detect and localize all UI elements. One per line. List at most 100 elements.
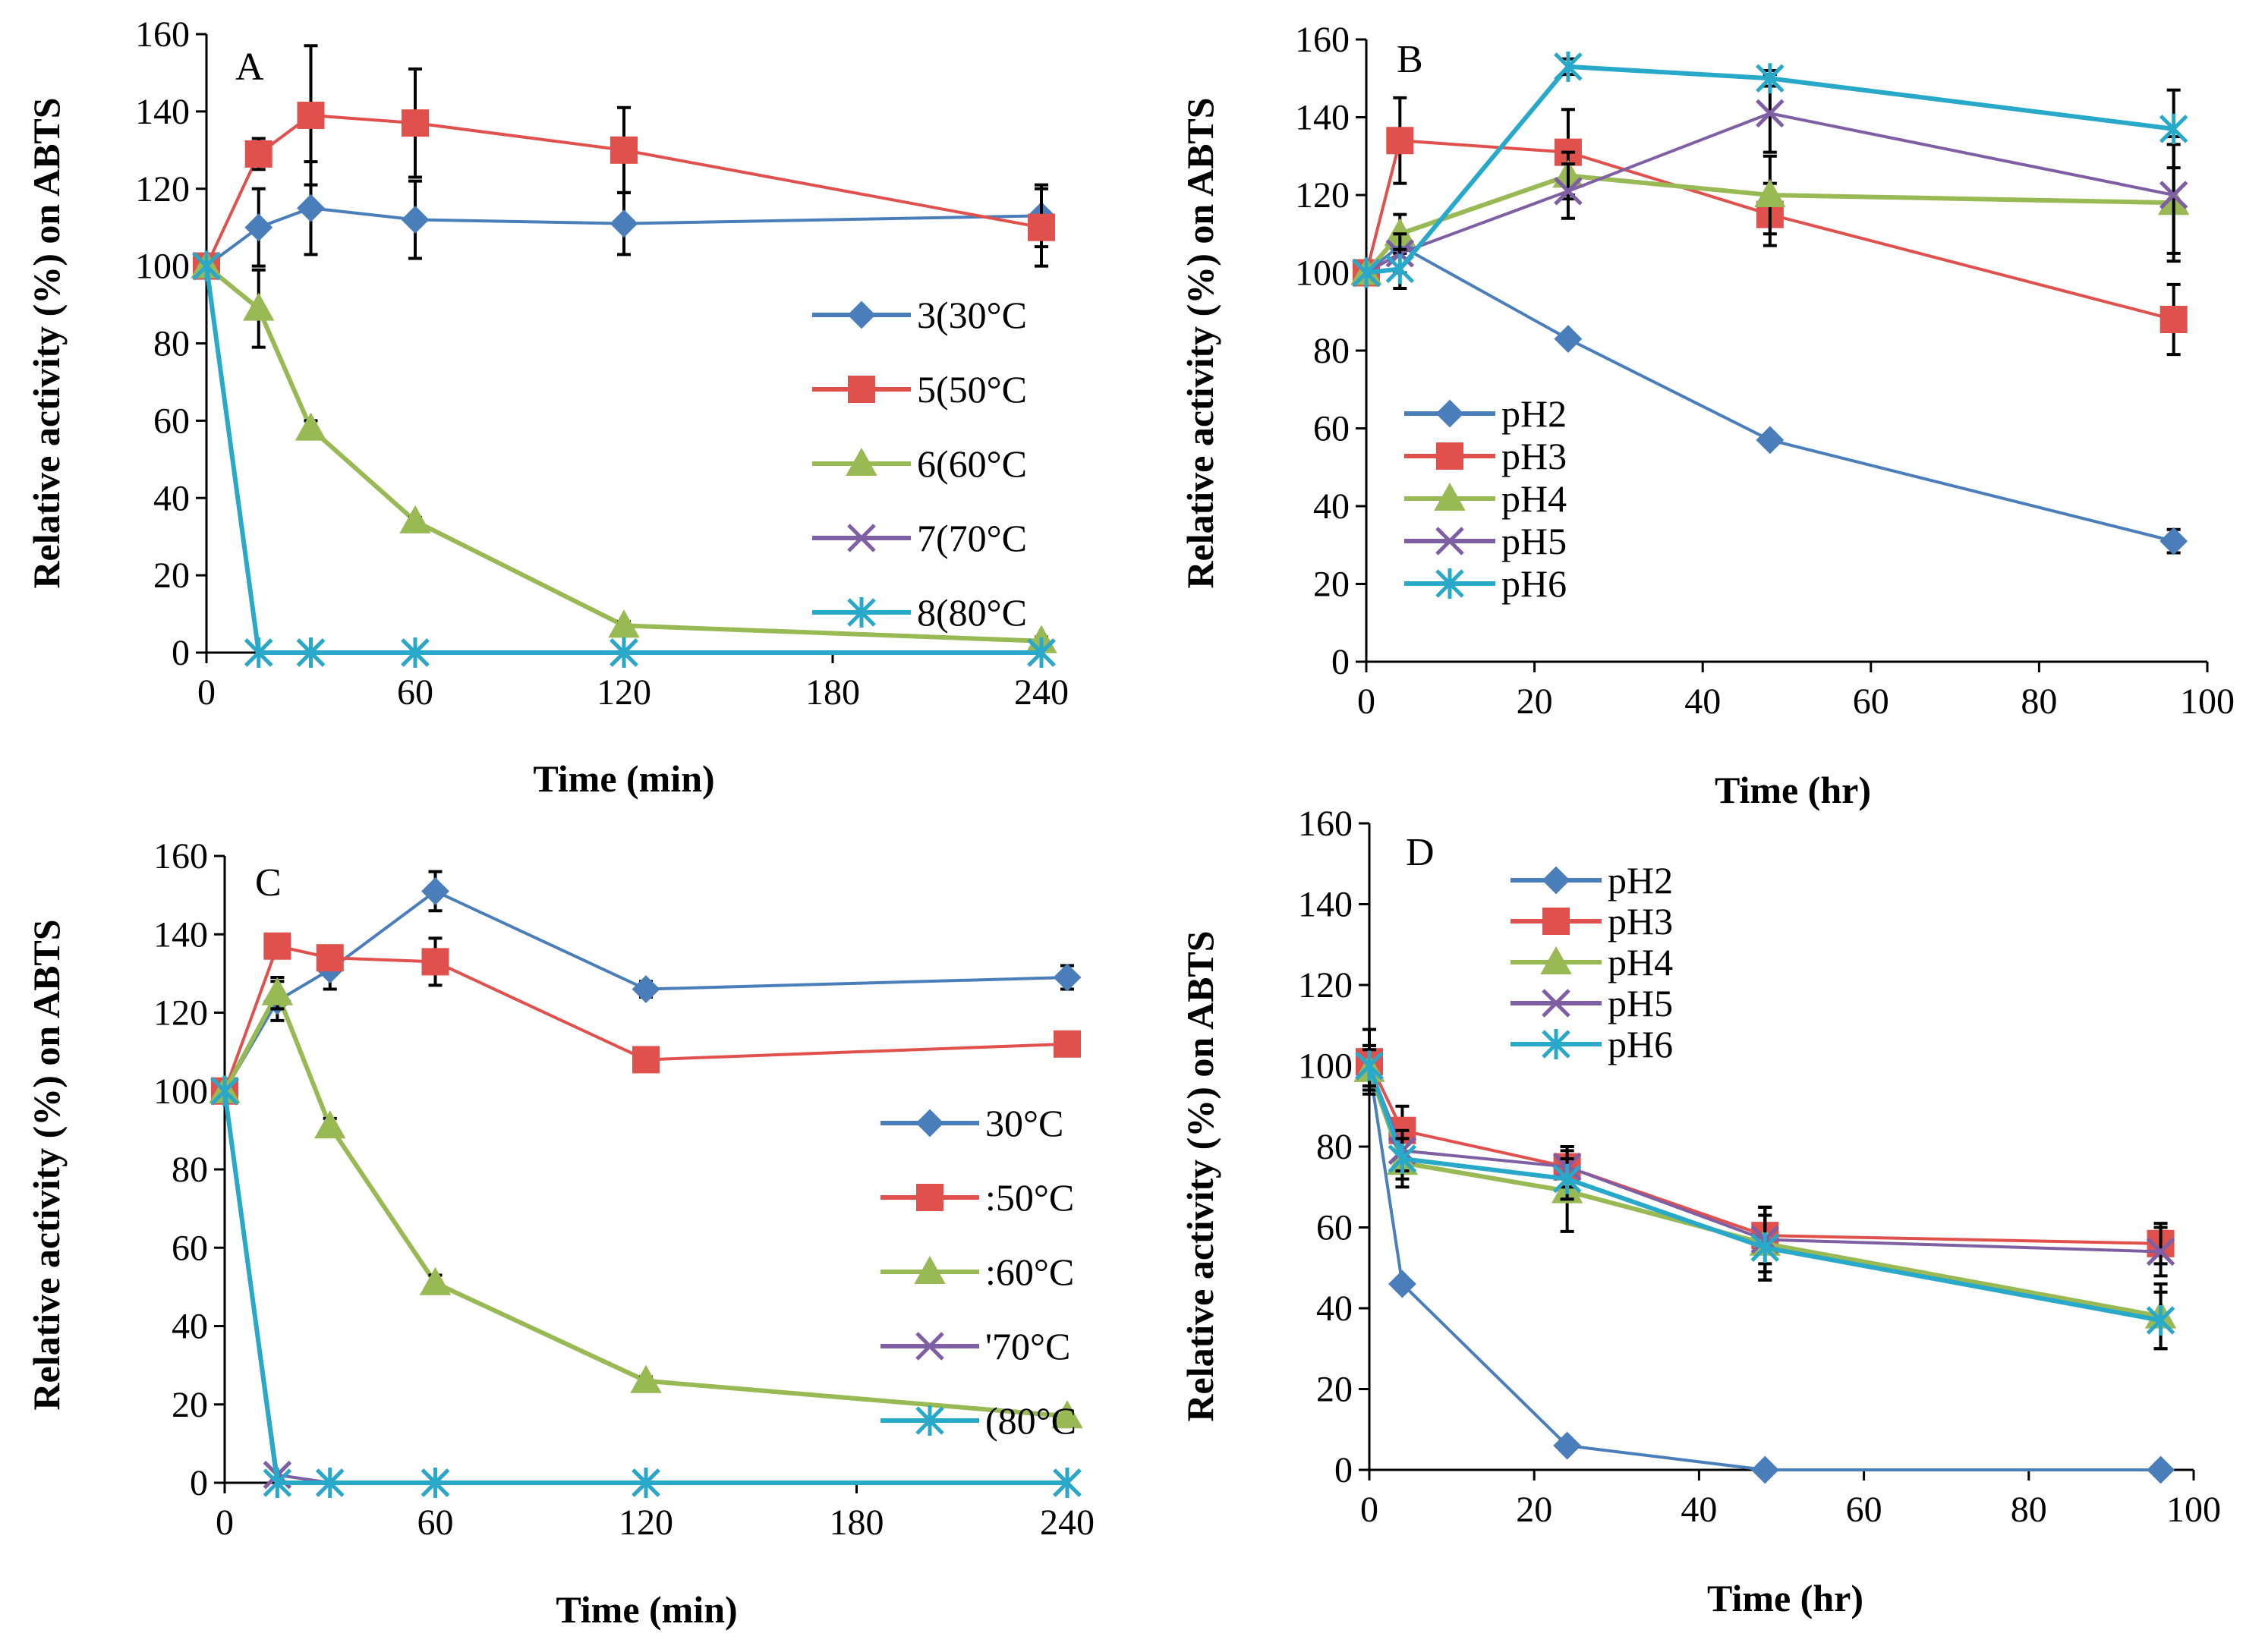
legend-swatch-marker xyxy=(1435,568,1464,599)
data-point xyxy=(608,609,640,638)
data-point xyxy=(2147,1455,2175,1484)
x-tick-label: 0 xyxy=(216,1503,234,1543)
data-point xyxy=(1552,1163,1582,1194)
legend-item-b-1: pH3 xyxy=(1404,435,1567,477)
y-tick-label: 100 xyxy=(153,1071,208,1112)
y-tick-label: 80 xyxy=(153,324,190,364)
legend-item-b-4: pH6 xyxy=(1404,562,1567,605)
legend-label: 30°C xyxy=(985,1102,1063,1144)
x-tick-label: 120 xyxy=(619,1503,673,1543)
legend-label: pH4 xyxy=(1501,477,1567,520)
data-point xyxy=(316,944,344,972)
legend-item-b-0: pH2 xyxy=(1404,392,1567,435)
y-tick-label: 160 xyxy=(135,14,190,55)
data-point xyxy=(419,1267,452,1295)
series-b-4 xyxy=(1352,51,2188,290)
legend-item-d-1: pH3 xyxy=(1511,900,1673,942)
legend-swatch-marker xyxy=(848,376,875,403)
x-tick-label: 60 xyxy=(1846,1490,1882,1530)
legend-swatch-marker xyxy=(847,524,876,552)
legend-label: 3(30°C xyxy=(917,294,1027,336)
y-tick-label: 160 xyxy=(153,836,208,876)
x-axis-title-b: Time (hr) xyxy=(1715,769,1871,811)
legend-label: :50°C xyxy=(985,1176,1074,1219)
legend-item-d-2: pH4 xyxy=(1511,941,1673,983)
data-point xyxy=(1053,1468,1082,1498)
data-point xyxy=(296,637,326,668)
y-tick-label: 100 xyxy=(135,247,190,287)
data-point xyxy=(244,637,273,668)
legend-item-a-4: 8(80°C xyxy=(812,591,1027,634)
data-point xyxy=(295,412,327,441)
x-tick-label: 0 xyxy=(1360,1490,1378,1530)
series-a-4 xyxy=(192,250,1056,668)
y-tick-label: 20 xyxy=(1313,565,1350,605)
y-tick-label: 80 xyxy=(1313,331,1350,371)
data-point xyxy=(263,932,291,960)
x-tick-label: 100 xyxy=(2166,1490,2221,1530)
legend-swatch-marker xyxy=(847,597,876,628)
data-point xyxy=(632,1046,660,1074)
series-line xyxy=(223,944,1068,1092)
panel-label-b: B xyxy=(1397,38,1423,81)
y-tick-label: 60 xyxy=(1313,409,1350,449)
series-d-2 xyxy=(1353,1048,2177,1351)
legend-label: pH6 xyxy=(1501,562,1567,605)
data-point xyxy=(2146,1237,2175,1267)
data-point xyxy=(1051,1400,1083,1429)
legend-swatch-marker xyxy=(1435,399,1464,428)
series-line xyxy=(205,113,1042,267)
series-c-4 xyxy=(210,1075,1082,1498)
legend-item-b-3: pH5 xyxy=(1404,520,1567,562)
data-point xyxy=(610,136,638,164)
y-tick-label: 120 xyxy=(1298,965,1353,1005)
panel-b: B Time (hr) Relative activity (%) on ABT… xyxy=(1179,20,2235,811)
x-tick-label: 100 xyxy=(2180,681,2235,722)
data-point xyxy=(2146,1304,2175,1336)
series-d-4 xyxy=(1355,1043,2175,1351)
series-c-2 xyxy=(209,976,1083,1429)
y-tick-label: 120 xyxy=(135,169,190,209)
legend-swatch-marker xyxy=(1436,442,1463,470)
data-point xyxy=(1388,1143,1417,1174)
y-tick-label: 140 xyxy=(1295,98,1350,138)
y-tick-label: 160 xyxy=(1298,804,1353,844)
legend-swatch-marker xyxy=(847,301,876,329)
x-tick-label: 180 xyxy=(805,672,860,713)
series-b-2 xyxy=(1350,143,2190,285)
data-point xyxy=(2159,113,2188,144)
legend-swatch-marker xyxy=(915,1109,944,1138)
legend-swatch-marker xyxy=(846,447,877,476)
data-point xyxy=(421,1468,450,1498)
legend-item-a-2: 6(60°C xyxy=(812,442,1027,485)
series-line xyxy=(205,264,1042,643)
y-tick-label: 40 xyxy=(1313,486,1350,527)
data-point xyxy=(1053,963,1082,992)
data-point xyxy=(1750,1232,1780,1263)
data-point xyxy=(401,206,430,234)
legend-item-c-3: '70°C xyxy=(880,1325,1070,1367)
y-tick-label: 160 xyxy=(1295,20,1350,60)
legend-label: pH4 xyxy=(1608,941,1673,983)
x-tick-label: 180 xyxy=(830,1503,884,1543)
y-tick-label: 80 xyxy=(172,1150,208,1190)
x-axis-title-c: Time (min) xyxy=(556,1588,737,1631)
legend-label: pH3 xyxy=(1501,435,1567,477)
data-point xyxy=(1756,426,1785,455)
legend-label: 8(80°C xyxy=(917,591,1027,634)
legend-label: pH2 xyxy=(1501,392,1567,435)
data-point xyxy=(1388,1270,1416,1298)
series-line xyxy=(205,266,1041,654)
series-a-1 xyxy=(193,44,1055,280)
y-tick-label: 40 xyxy=(172,1307,208,1347)
data-point xyxy=(630,1364,662,1393)
y-tick-label: 40 xyxy=(153,478,190,518)
data-point xyxy=(2159,306,2188,333)
data-point xyxy=(1554,325,1583,354)
data-point xyxy=(1554,51,1583,82)
x-axis-title-a: Time (min) xyxy=(533,757,714,800)
x-tick-label: 120 xyxy=(597,672,651,713)
data-point xyxy=(244,213,273,242)
panel-label-c: C xyxy=(255,861,282,905)
